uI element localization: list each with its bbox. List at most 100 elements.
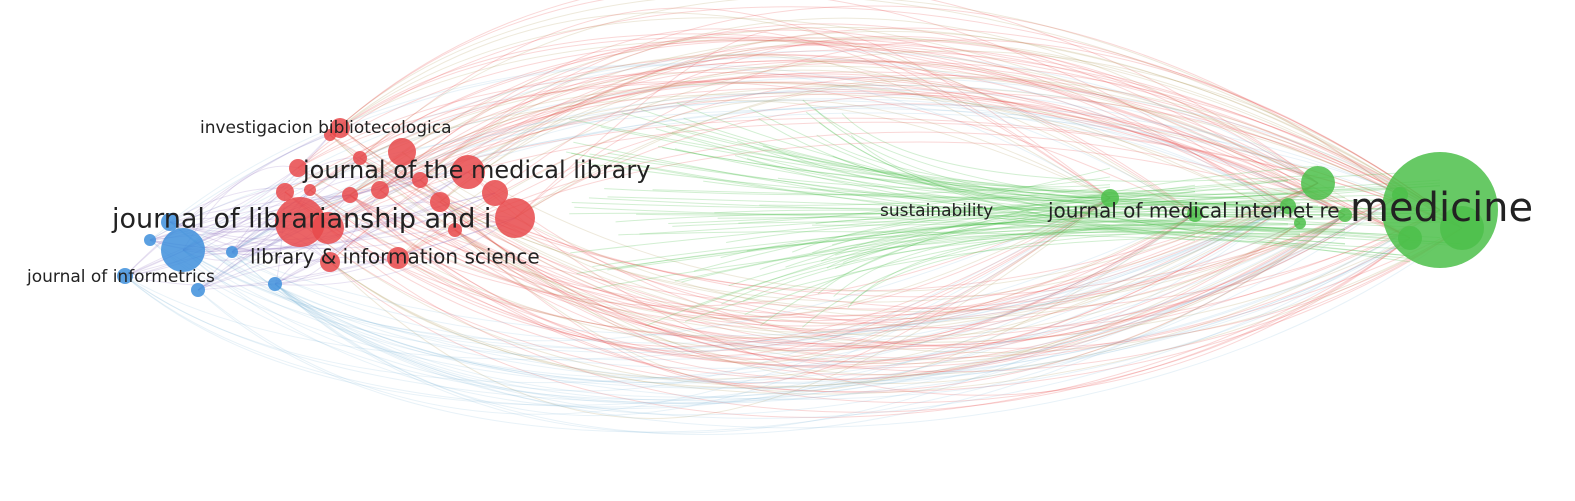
edge — [746, 184, 1441, 252]
edge — [639, 197, 1111, 235]
edge — [674, 148, 1463, 245]
edge — [284, 191, 1346, 380]
edge — [197, 197, 1111, 415]
edge — [169, 221, 456, 249]
edge — [815, 217, 1441, 239]
edge — [274, 205, 1289, 379]
edge — [349, 26, 1463, 229]
node — [371, 181, 389, 199]
edge — [665, 125, 1463, 202]
edge — [746, 158, 1289, 208]
edge — [274, 171, 469, 285]
edge — [349, 36, 1196, 215]
edge — [748, 107, 1111, 226]
edge — [568, 118, 1441, 216]
edge — [592, 221, 1463, 290]
edge — [717, 213, 1196, 219]
edge — [327, 90, 1346, 229]
edge — [600, 126, 1111, 188]
edge — [329, 12, 1196, 215]
edge — [339, 127, 1301, 337]
node — [448, 223, 462, 237]
edge — [327, 61, 1441, 229]
edge — [149, 205, 1289, 361]
edge — [327, 227, 1411, 413]
edge — [419, 179, 1463, 353]
edge — [169, 205, 1289, 344]
edge — [309, 189, 1289, 352]
edge — [329, 0, 1463, 229]
node — [1280, 198, 1296, 214]
edge — [588, 197, 1401, 216]
node — [117, 268, 133, 284]
edge — [379, 189, 1111, 320]
edge — [592, 210, 1289, 268]
edge — [197, 256, 399, 291]
node — [387, 247, 409, 269]
node — [289, 159, 307, 177]
node — [1187, 206, 1203, 222]
node — [161, 213, 179, 231]
edge — [419, 36, 1463, 229]
node — [1101, 189, 1119, 207]
edge — [231, 175, 421, 253]
edge — [714, 209, 1411, 239]
edge — [299, 60, 1289, 223]
edge — [329, 197, 1111, 420]
edge — [802, 222, 1289, 328]
edge — [349, 194, 1346, 393]
edge — [339, 127, 1196, 331]
edge — [309, 189, 1111, 352]
node — [1440, 206, 1484, 250]
edge — [274, 192, 496, 285]
edge — [339, 127, 1196, 348]
edge — [329, 0, 1289, 207]
edge — [169, 221, 1411, 384]
edge — [514, 77, 1319, 219]
node — [495, 198, 535, 238]
edge — [297, 71, 1411, 239]
edge — [439, 201, 1289, 362]
edge — [359, 157, 1196, 352]
edge — [309, 82, 1289, 207]
edge — [327, 73, 1289, 229]
edge — [169, 213, 1196, 383]
node — [276, 183, 294, 201]
edge — [566, 151, 1111, 210]
edge — [297, 6, 1441, 211]
edge — [349, 194, 1411, 359]
edge — [274, 197, 1111, 392]
edge — [439, 201, 1289, 363]
edge — [419, 5, 1401, 196]
edge — [397, 50, 1441, 259]
edge — [182, 205, 1289, 350]
edge — [792, 172, 1401, 253]
edge — [124, 247, 399, 277]
edge — [124, 237, 1411, 403]
labels: investigacion bibliotecologica journal of… — [26, 118, 1533, 287]
edge — [149, 205, 1289, 400]
edge — [274, 214, 1346, 398]
edge — [329, 37, 1411, 239]
edge — [182, 214, 1346, 405]
edge — [359, 7, 1111, 199]
edge — [728, 227, 1346, 287]
edge — [329, 0, 1319, 184]
edge — [274, 205, 1289, 434]
edge — [721, 233, 1463, 305]
edge — [299, 221, 1301, 387]
edge — [785, 224, 1196, 268]
node — [320, 252, 340, 272]
node — [226, 246, 238, 258]
node-label: investigacion bibliotecologica — [200, 118, 452, 138]
edge — [349, 194, 1301, 381]
edge — [349, 76, 1346, 216]
edge — [419, 75, 1411, 239]
edge — [349, 194, 1401, 317]
edge — [379, 189, 1196, 361]
edge — [349, 194, 1111, 357]
edge — [841, 113, 1319, 182]
edge — [309, 54, 1346, 216]
edge — [439, 27, 1441, 211]
edge — [329, 54, 1196, 263]
